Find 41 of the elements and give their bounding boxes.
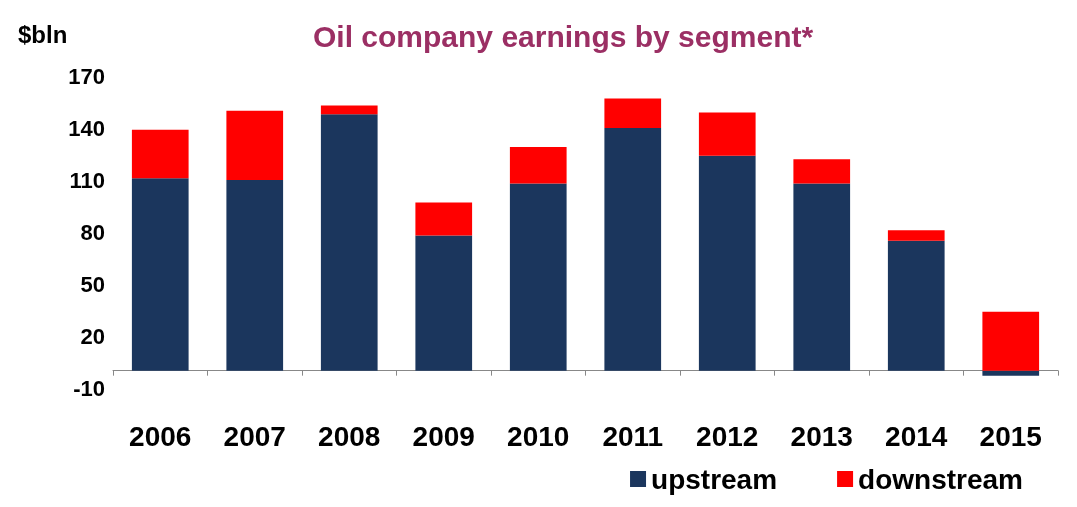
- bar: [131, 129, 189, 179]
- x-tick-label: 2013: [790, 420, 853, 452]
- bar: [793, 183, 851, 371]
- bar: [982, 370, 1040, 376]
- bar: [887, 230, 945, 241]
- y-tick-label: -10: [73, 375, 105, 401]
- bar: [509, 147, 567, 184]
- bar: [226, 110, 284, 180]
- x-tick-label: 2012: [696, 420, 759, 452]
- bar: [415, 235, 473, 371]
- x-tick-label: 2009: [412, 420, 475, 452]
- x-tick-label: 2015: [979, 420, 1042, 452]
- bar: [887, 240, 945, 371]
- bar: [604, 98, 662, 128]
- x-tick-label: 2007: [223, 420, 286, 452]
- x-tick-label: 2014: [885, 420, 948, 452]
- bar: [131, 178, 189, 371]
- x-tick-label: 2006: [129, 420, 192, 452]
- bar: [604, 128, 662, 371]
- bar: [226, 180, 284, 371]
- bar: [698, 112, 756, 156]
- legend-label: upstream: [651, 463, 778, 495]
- x-tick-label: 2008: [318, 420, 381, 452]
- bar: [415, 202, 473, 236]
- bar: [320, 114, 378, 371]
- bar: [982, 311, 1040, 371]
- x-tick-label: 2010: [507, 420, 570, 452]
- bar: [320, 105, 378, 115]
- y-tick-label: 80: [80, 219, 105, 245]
- bar: [509, 183, 567, 371]
- y-tick-label: 140: [68, 115, 105, 141]
- bar: [698, 155, 756, 371]
- y-axis-title: $bln: [18, 20, 68, 48]
- y-tick-label: 50: [80, 271, 105, 297]
- chart-title: Oil company earnings by segment*: [313, 19, 814, 53]
- x-tick-label: 2011: [602, 420, 664, 452]
- y-tick-label: 170: [68, 63, 105, 89]
- y-tick-label: 20: [80, 323, 105, 349]
- y-tick-label: 110: [69, 167, 105, 193]
- legend-label: downstream: [858, 463, 1024, 495]
- bar: [793, 159, 851, 184]
